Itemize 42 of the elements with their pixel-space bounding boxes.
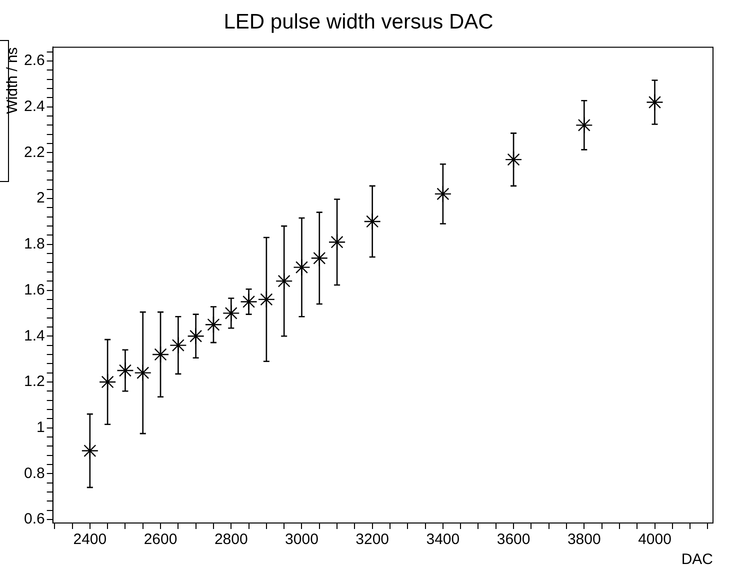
y-tick-label: 2.4 — [24, 98, 45, 115]
y-tick-label: 2 — [36, 190, 45, 207]
x-tick-label: 2400 — [73, 531, 107, 548]
point — [187, 328, 204, 345]
x-tick-label: 3000 — [285, 531, 318, 548]
x-axis-title: DAC — [681, 551, 714, 568]
x-tick-label: 3600 — [496, 531, 530, 548]
point — [646, 94, 664, 111]
chart-title: LED pulse width versus DAC — [224, 10, 494, 34]
x-tick-label: 3200 — [356, 531, 390, 548]
point — [364, 212, 381, 230]
point — [504, 150, 522, 168]
point — [116, 362, 134, 380]
y-tick-label: 1.4 — [24, 327, 45, 344]
point — [134, 364, 152, 382]
point — [258, 290, 276, 308]
point — [152, 346, 170, 364]
point — [240, 293, 258, 310]
y-tick-label: 0.8 — [24, 464, 45, 482]
point — [310, 250, 328, 267]
y-tick-label: 1 — [36, 418, 45, 436]
x-tick-label: 3800 — [567, 531, 601, 548]
x-tick-label: 2600 — [144, 531, 178, 548]
x-tick-label: 4000 — [638, 531, 672, 548]
x-tick-label: 3400 — [426, 531, 460, 548]
point — [275, 272, 293, 290]
point — [328, 234, 346, 251]
y-tick-label: 2.2 — [24, 144, 45, 161]
x-tick-label: 2800 — [214, 531, 248, 548]
point — [204, 316, 222, 334]
y-tick-label: 0.6 — [24, 510, 45, 528]
y-tick-label: 1.8 — [24, 236, 45, 253]
point — [293, 258, 310, 276]
point — [81, 442, 99, 460]
point — [576, 116, 593, 134]
point — [98, 373, 116, 391]
y-tick-label: 1.2 — [24, 373, 45, 390]
y-tick-label: 2.6 — [24, 52, 45, 70]
point — [170, 336, 187, 354]
y-tick-label: 1.6 — [24, 281, 45, 298]
point — [222, 304, 240, 322]
point — [434, 185, 452, 203]
